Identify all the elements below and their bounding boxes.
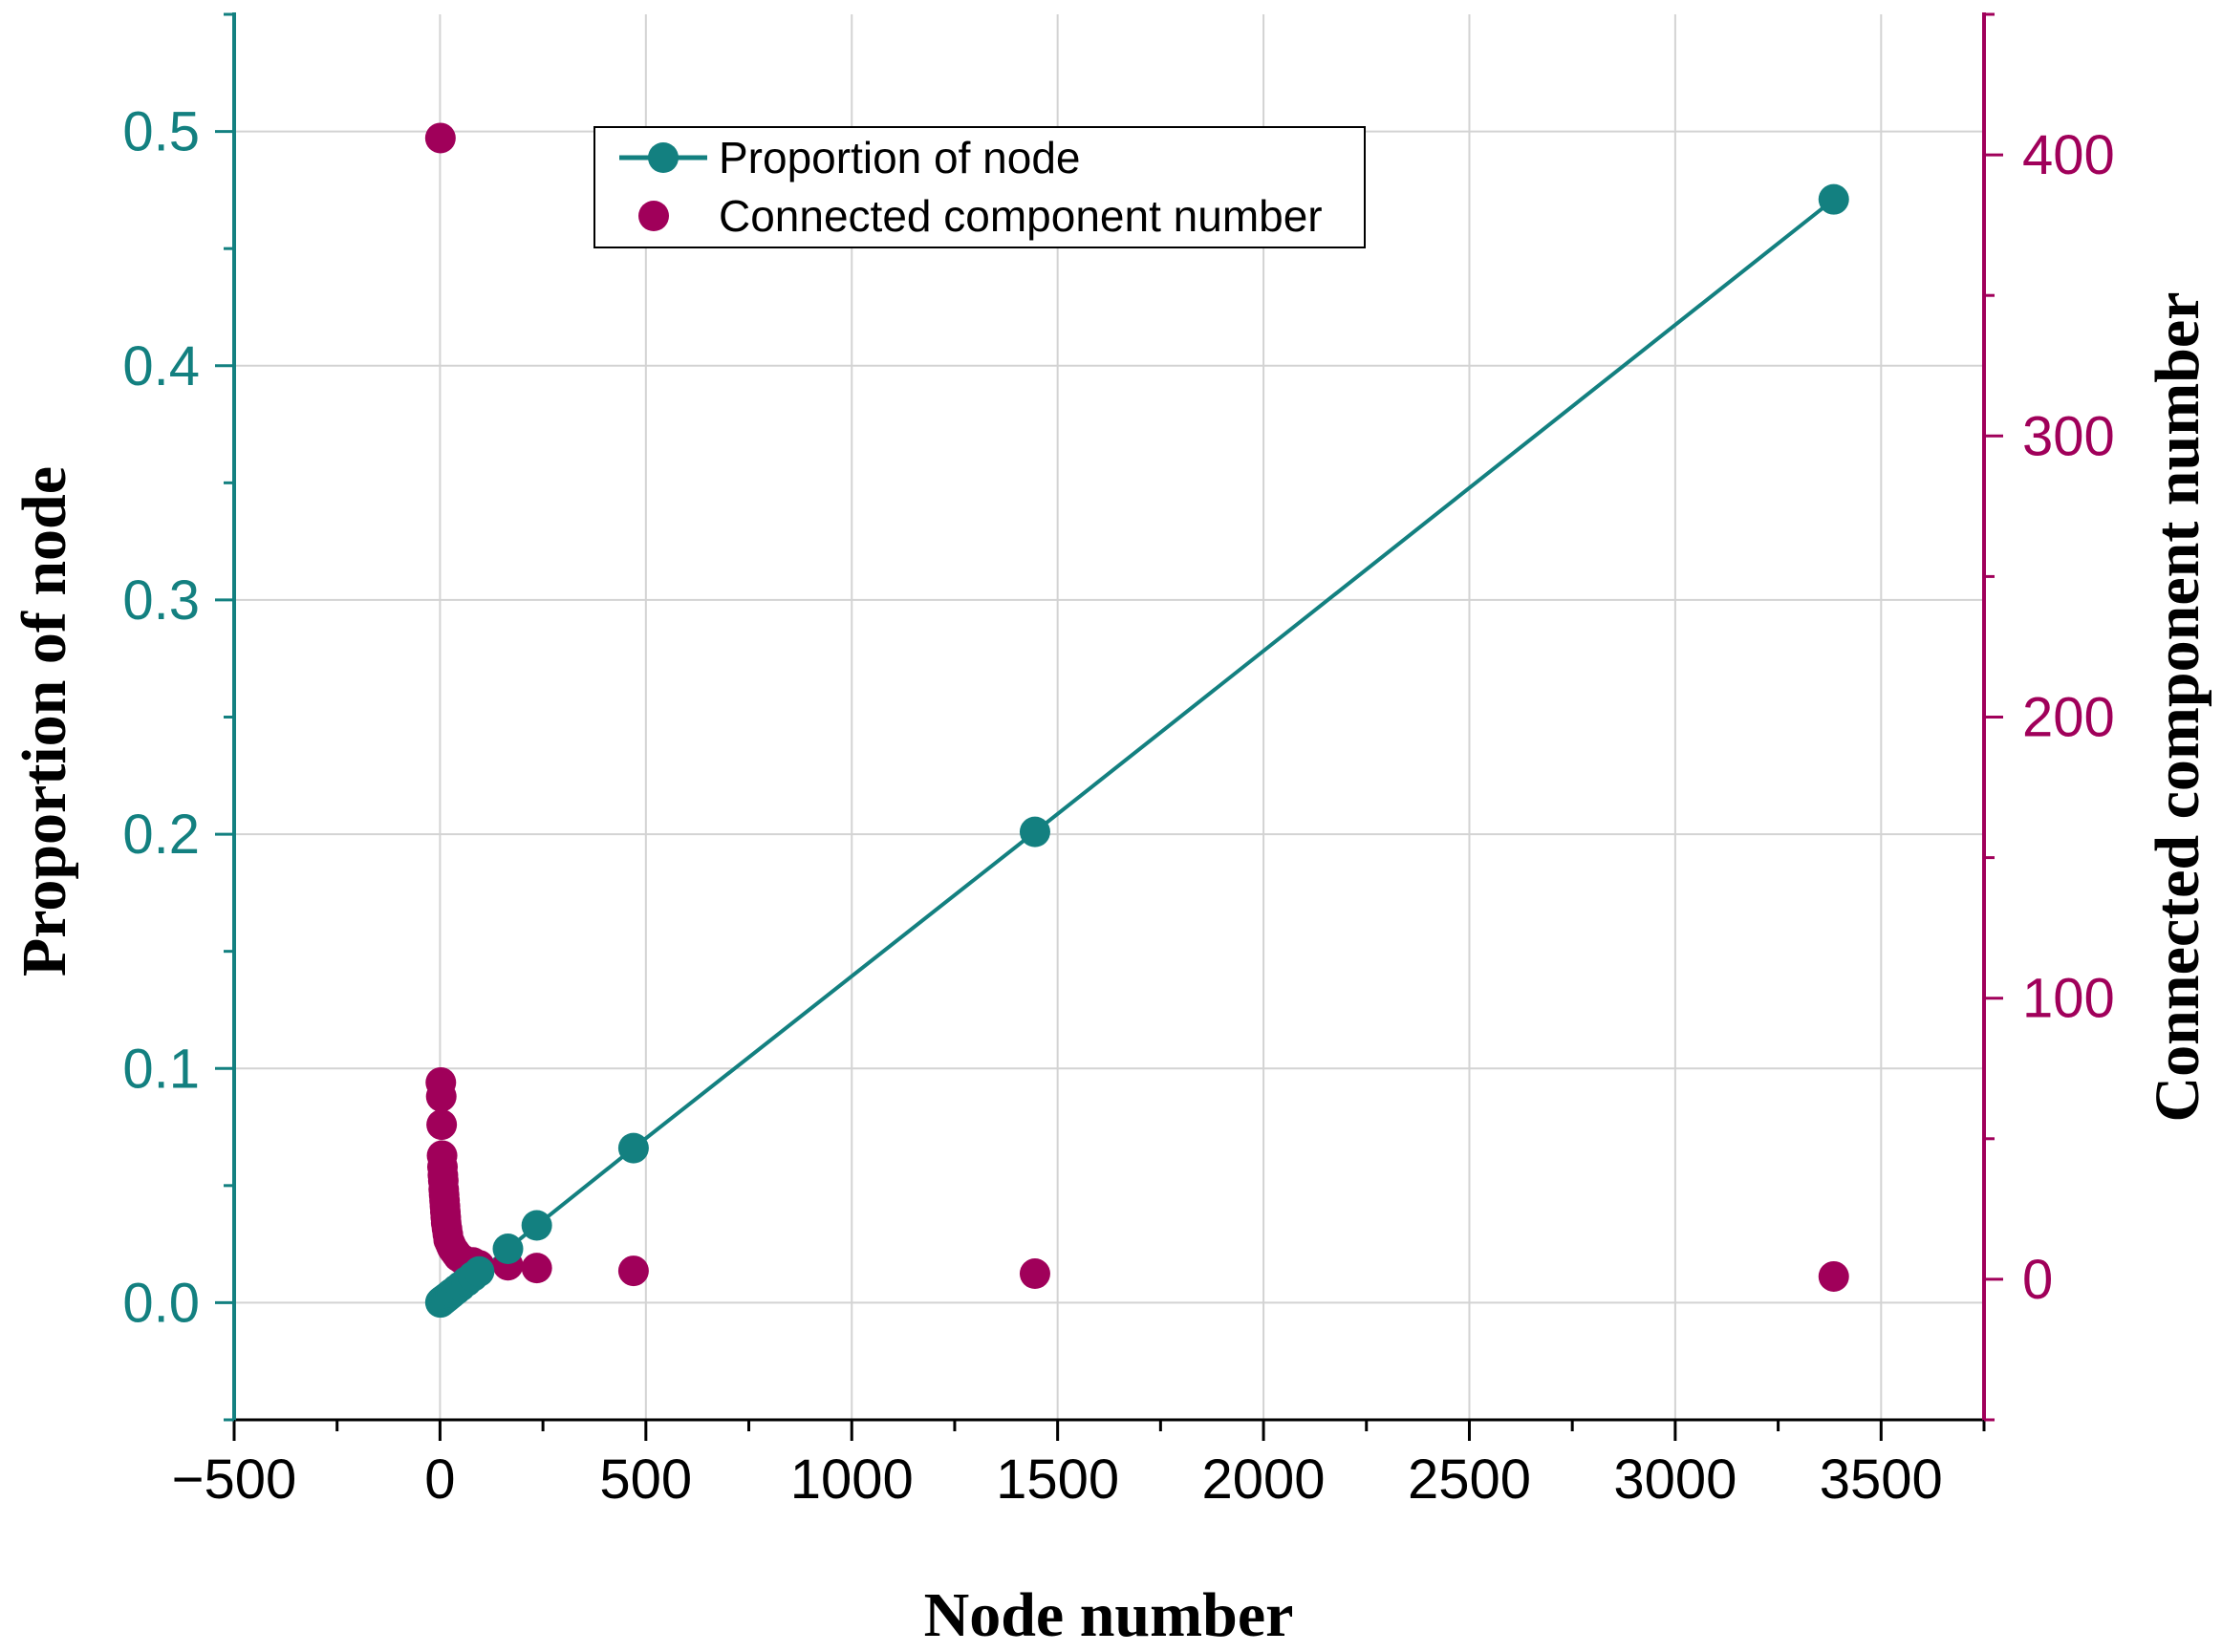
- legend-marker-proportion: [648, 142, 679, 173]
- x-tick-label: 1000: [790, 1448, 914, 1511]
- connected-component-point: [425, 1081, 457, 1112]
- connected-component-point: [424, 122, 456, 154]
- plot-area: [424, 122, 1849, 1319]
- y-axis-title-left: Proportion of node: [10, 466, 79, 976]
- connected-component-point: [1818, 1260, 1849, 1292]
- y-right-tick-label: 0: [2022, 1249, 2053, 1311]
- legend: Proportion of node Connected component n…: [593, 126, 1366, 248]
- proportion-point: [492, 1234, 524, 1265]
- proportion-point: [617, 1132, 649, 1164]
- y-axis-title-right: Connected component number: [2143, 292, 2212, 1123]
- x-tick-label: 2000: [1202, 1448, 1326, 1511]
- connected-component-point: [1019, 1258, 1050, 1290]
- axes: −500 0 500 1000 1500 2000 2500 3000 35000.00.10.…: [122, 12, 2115, 1511]
- x-tick-label: −500: [172, 1448, 297, 1511]
- proportion-point: [464, 1255, 495, 1287]
- connected-component-point: [521, 1253, 552, 1284]
- y-right-tick-label: 200: [2022, 687, 2115, 749]
- x-tick-label: 3000: [1613, 1448, 1737, 1511]
- y-right-tick-label: 300: [2022, 405, 2115, 467]
- y-left-tick-label: 0.5: [122, 101, 200, 163]
- legend-label-connected: Connected component number: [719, 191, 1323, 241]
- x-axis-title: Node number: [924, 1580, 1294, 1650]
- proportion-point: [521, 1210, 552, 1241]
- y-left-tick-label: 0.2: [122, 804, 200, 866]
- connected-component-point: [617, 1255, 649, 1287]
- x-tick-label: 2500: [1408, 1448, 1531, 1511]
- x-tick-label: 0: [424, 1448, 455, 1511]
- y-left-tick-label: 0.1: [122, 1038, 200, 1100]
- x-tick-label: 3500: [1820, 1448, 1943, 1511]
- x-tick-label: 500: [599, 1448, 692, 1511]
- y-right-tick-label: 100: [2022, 968, 2115, 1030]
- y-left-tick-label: 0.0: [122, 1272, 200, 1334]
- y-right-tick-label: 400: [2022, 124, 2115, 186]
- y-left-tick-label: 0.4: [122, 335, 200, 397]
- connected-component-point: [426, 1109, 458, 1141]
- legend-marker-connected: [638, 201, 669, 231]
- legend-box: [593, 126, 1366, 248]
- legend-label-proportion: Proportion of node: [719, 133, 1081, 182]
- y-left-tick-label: 0.3: [122, 569, 200, 632]
- x-tick-label: 1500: [996, 1448, 1119, 1511]
- proportion-point: [1818, 183, 1849, 215]
- proportion-point: [1019, 816, 1050, 847]
